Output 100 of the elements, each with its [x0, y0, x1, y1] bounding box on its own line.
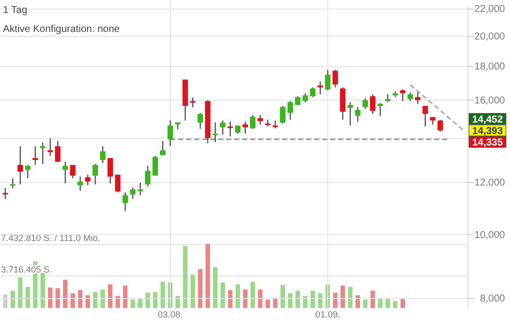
y-tick-label: 10,000: [474, 230, 506, 241]
bar: [220, 282, 225, 308]
candlestick: [220, 120, 226, 136]
bar: [310, 290, 315, 308]
bar: [153, 292, 158, 308]
candlestick: [92, 164, 98, 185]
bar: [78, 290, 82, 308]
candlestick: [138, 182, 143, 196]
candlestick: [32, 146, 38, 166]
candlestick: [100, 146, 106, 164]
candlestick: [55, 140, 60, 162]
candlestick: [168, 120, 173, 147]
bar: [176, 296, 180, 308]
bar: [206, 244, 210, 308]
bar: [243, 289, 248, 308]
text: 14,393: [472, 126, 504, 137]
bar: [190, 274, 195, 308]
bar: [100, 289, 105, 308]
bar: [386, 298, 390, 308]
y-tick-label: 18,000: [474, 62, 506, 73]
bar: [138, 298, 142, 308]
candlestick: [325, 69, 330, 91]
bar: [26, 286, 30, 308]
bar: [213, 267, 218, 308]
candlestick: [145, 165, 150, 188]
candlestick: [115, 174, 120, 193]
bar: [296, 290, 300, 308]
candlestick: [40, 142, 46, 165]
bar: [3, 294, 8, 308]
bar: [333, 292, 338, 308]
bar: [108, 284, 112, 308]
text: Aktive Konfiguration: none: [3, 24, 120, 35]
bar: [266, 300, 270, 308]
x-tick-label: 01.09.: [315, 309, 340, 320]
candlestick: [250, 114, 256, 130]
candlestick: [25, 164, 30, 179]
candlestick: [62, 161, 68, 184]
candlestick: [190, 96, 196, 108]
candlestick: [340, 86, 346, 120]
candlestick: [370, 94, 376, 114]
bar: [258, 289, 262, 308]
bar: [86, 295, 90, 308]
chart-title: 1 Tag: [3, 5, 28, 16]
bar: [318, 293, 322, 308]
candlestick: [415, 92, 420, 104]
bar: [18, 277, 22, 308]
candlestick: [228, 120, 233, 137]
candlestick: [85, 174, 90, 186]
text: 14,452: [472, 114, 504, 126]
bar: [63, 280, 68, 308]
candlestick: [280, 105, 286, 124]
bar: [236, 284, 240, 308]
bar: [250, 282, 255, 308]
candlestick: [78, 176, 83, 192]
bar: [116, 296, 120, 308]
bar: [288, 293, 292, 308]
x-tick-label: 03.08.: [158, 309, 183, 320]
bar: [56, 288, 60, 308]
candlestick: [2, 187, 8, 200]
candlestick: [130, 187, 136, 200]
candlestick: [198, 112, 203, 130]
candlestick: [310, 86, 316, 98]
bar: [183, 246, 188, 308]
candlestick: [258, 114, 263, 126]
candlestick: [438, 119, 443, 132]
bar: [10, 290, 15, 308]
bar: [93, 292, 98, 308]
candlestick: [242, 120, 248, 134]
candlestick: [332, 69, 338, 88]
candlestick: [378, 102, 383, 116]
text: 14,335: [472, 137, 504, 148]
bar: [40, 272, 45, 308]
bar: [348, 286, 352, 308]
candlestick: [212, 122, 218, 143]
bar: [363, 300, 368, 308]
bar: [160, 282, 165, 308]
candlestick: [108, 158, 113, 184]
y-tick-label: 12,000: [474, 178, 506, 189]
candlestick: [10, 178, 16, 189]
candlestick: [122, 192, 128, 212]
bar: [280, 284, 285, 308]
candlestick: [288, 100, 293, 120]
candlestick: [318, 80, 323, 95]
bar: [356, 295, 360, 308]
candlestick: [18, 146, 23, 185]
bar: [123, 286, 128, 308]
bar: [130, 300, 135, 308]
bar: [370, 290, 375, 308]
bar: [198, 268, 202, 308]
candlestick: [362, 98, 368, 110]
y-tick-label: 22,000: [474, 4, 506, 16]
y-tick-label: 16,000: [474, 95, 506, 106]
bar: [146, 292, 150, 308]
candlestick: [348, 102, 353, 126]
bar: [70, 293, 75, 308]
y-tick-label: 8,000: [480, 294, 506, 305]
y-tick-label: 20,000: [474, 31, 506, 42]
candlestick: [160, 140, 166, 156]
bar: [393, 300, 398, 308]
bar: [228, 290, 232, 308]
